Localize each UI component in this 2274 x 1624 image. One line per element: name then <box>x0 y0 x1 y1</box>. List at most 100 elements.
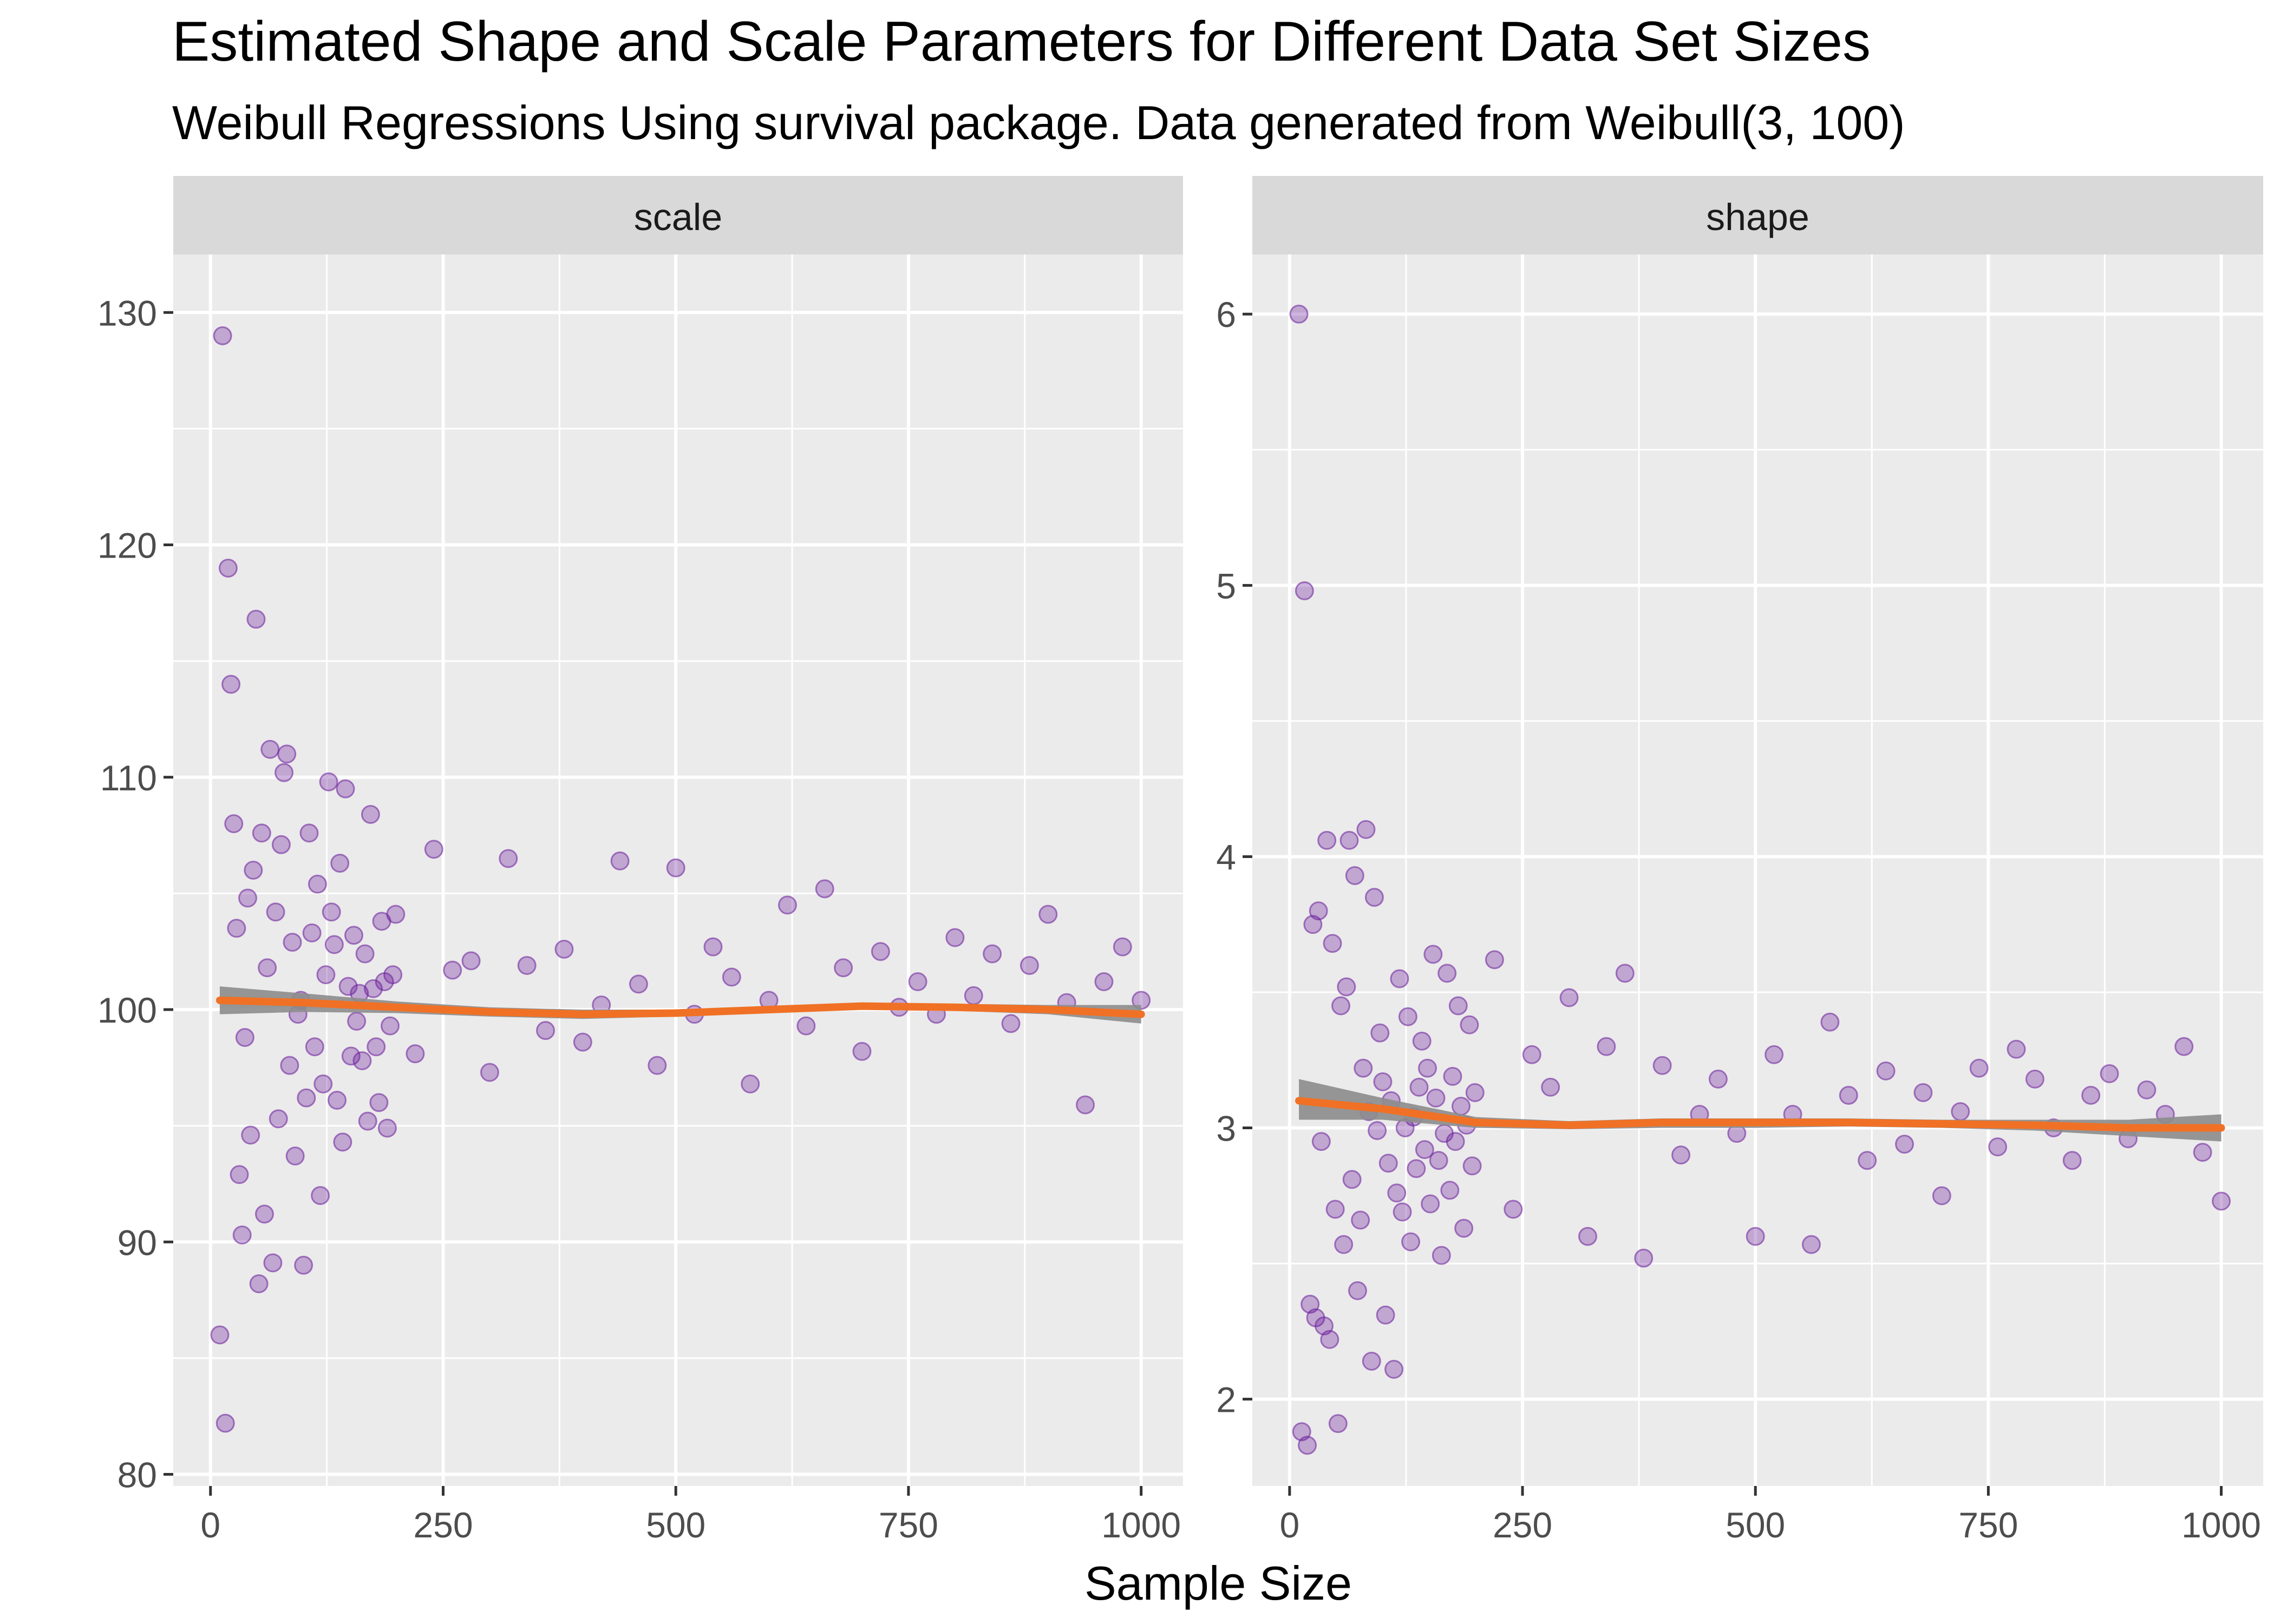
data-point <box>1451 1096 1471 1116</box>
data-point <box>1094 972 1114 992</box>
data-point <box>1076 1095 1095 1115</box>
data-point <box>517 955 537 975</box>
data-point <box>2212 1191 2231 1211</box>
data-point <box>1671 1145 1691 1165</box>
data-point <box>336 779 355 798</box>
data-point <box>908 972 927 992</box>
data-point <box>1298 1436 1317 1455</box>
data-point <box>283 933 302 952</box>
data-point <box>302 923 322 942</box>
y-tick-label: 4 <box>1216 837 1236 877</box>
data-point <box>1113 937 1132 957</box>
x-axis-label: Sample Size <box>1084 1556 1352 1610</box>
data-point <box>386 905 406 924</box>
data-point <box>1541 1077 1560 1097</box>
data-point <box>1309 901 1328 921</box>
data-point <box>238 888 258 908</box>
data-point <box>1317 830 1337 850</box>
data-point <box>1421 1194 1440 1214</box>
data-point <box>1364 888 1384 907</box>
panel-scale-background <box>173 254 1183 1486</box>
data-point <box>221 675 241 694</box>
data-point <box>218 558 238 578</box>
data-point <box>319 772 338 791</box>
data-point <box>377 1118 397 1138</box>
data-point <box>1504 1200 1523 1219</box>
data-point <box>266 902 285 922</box>
data-point <box>1597 1037 1616 1056</box>
data-point <box>1559 988 1579 1007</box>
data-point <box>1801 1235 1821 1254</box>
data-point <box>299 823 319 843</box>
data-point <box>215 1413 235 1433</box>
data-point <box>1393 1202 1412 1222</box>
data-point <box>741 1074 760 1093</box>
data-point <box>347 1012 367 1031</box>
data-point <box>1708 1069 1728 1089</box>
data-point <box>1876 1061 1896 1081</box>
x-tick-label: 500 <box>646 1505 705 1545</box>
data-point <box>1951 1102 1970 1121</box>
data-point <box>1932 1186 1951 1206</box>
chart-subtitle: Weibull Regressions Using survival packa… <box>172 96 1905 149</box>
smooth-line <box>215 996 1145 1018</box>
data-point <box>1356 820 1376 839</box>
data-point <box>322 902 341 922</box>
data-point <box>1384 1360 1404 1379</box>
data-point <box>1485 950 1504 970</box>
data-point <box>1820 1012 1840 1032</box>
data-point <box>2100 1064 2119 1083</box>
data-point <box>777 895 797 915</box>
data-point <box>213 326 232 345</box>
data-point <box>1295 581 1314 600</box>
data-point <box>1988 1137 2008 1157</box>
data-point <box>796 1016 816 1036</box>
data-point <box>1409 1077 1429 1097</box>
data-point <box>1446 1132 1465 1151</box>
data-point <box>285 1146 305 1165</box>
data-point <box>1337 977 1356 997</box>
data-point <box>834 958 853 978</box>
y-tick-label: 6 <box>1216 294 1236 335</box>
strip-label-scale: scale <box>634 196 722 238</box>
data-point <box>1412 1031 1432 1051</box>
data-point <box>1415 1140 1434 1160</box>
data-point <box>1437 964 1457 983</box>
data-point <box>1362 1351 1381 1371</box>
data-point <box>1020 955 1039 975</box>
data-point <box>280 1056 299 1075</box>
data-point <box>1342 1170 1362 1189</box>
data-point <box>260 739 280 759</box>
data-point <box>1423 945 1443 964</box>
data-point <box>1289 304 1309 324</box>
data-point <box>330 854 350 873</box>
data-point <box>1368 1121 1387 1141</box>
data-point <box>316 965 336 985</box>
data-point <box>258 958 277 978</box>
data-point <box>1370 1023 1390 1043</box>
data-point <box>305 1037 324 1057</box>
data-point <box>328 1090 347 1110</box>
data-point <box>1328 1414 1348 1433</box>
data-point <box>499 849 518 868</box>
data-point <box>230 1165 249 1184</box>
data-point <box>1969 1058 1989 1078</box>
y-tick-label: 130 <box>97 293 157 333</box>
data-point <box>1398 1007 1417 1026</box>
data-point <box>1373 1072 1393 1091</box>
data-point <box>344 926 363 945</box>
data-point <box>815 879 834 899</box>
data-point <box>983 944 1002 964</box>
data-point <box>2062 1151 2082 1170</box>
y-tick-label: 120 <box>97 526 157 566</box>
data-point <box>573 1032 592 1052</box>
data-point <box>232 1225 252 1245</box>
data-point <box>355 944 375 964</box>
data-point <box>1858 1151 1877 1170</box>
data-point <box>1348 1281 1367 1300</box>
data-point <box>461 951 481 971</box>
data-point <box>1839 1085 1858 1105</box>
x-tick-label: 500 <box>1726 1505 1785 1545</box>
smooth-line <box>1295 1097 2225 1132</box>
y-tick-label: 90 <box>117 1222 157 1262</box>
